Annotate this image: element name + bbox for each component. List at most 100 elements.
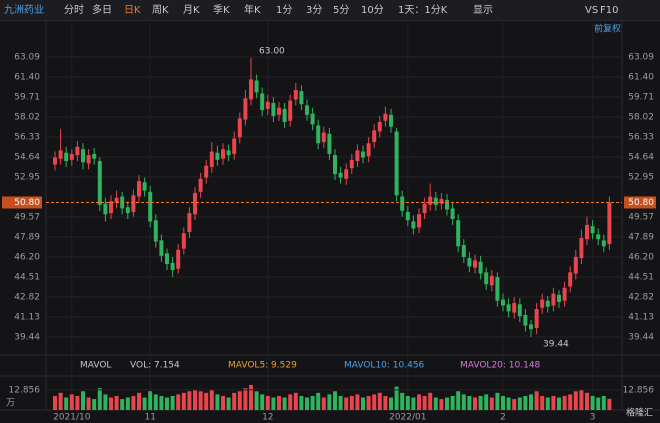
volume-bar: [450, 395, 455, 410]
toolbar-item[interactable]: 周K: [152, 4, 169, 16]
candle-body: [193, 193, 197, 215]
candle-body: [540, 299, 545, 308]
candle-body: [153, 220, 158, 242]
volume-bar: [97, 388, 102, 410]
candle-body: [103, 203, 108, 215]
volume-bar: [114, 395, 119, 410]
toolbar-item[interactable]: 月K: [183, 4, 200, 16]
candle-body: [316, 125, 321, 144]
volume-bar: [293, 392, 298, 410]
vol-tick-label: 12.856: [9, 385, 41, 395]
stock-name[interactable]: 九洲药业: [4, 4, 44, 16]
volume-bar: [109, 397, 113, 410]
candle-body: [75, 146, 80, 156]
volume-bar: [389, 397, 393, 410]
indicator-label[interactable]: MAVOL: [80, 361, 111, 371]
volume-bar: [271, 397, 276, 410]
volume-bar: [568, 394, 573, 410]
candle-body: [473, 260, 477, 268]
volume-bar: [417, 394, 421, 410]
candle-body: [254, 80, 259, 93]
volume-bar: [394, 386, 399, 410]
volume-bar: [153, 394, 158, 410]
candle-body: [209, 151, 214, 167]
volume-bar: [377, 392, 382, 410]
y-tick-label: 58.02: [628, 112, 654, 122]
volume-bar: [92, 399, 97, 410]
volume-bar: [529, 394, 533, 410]
candle-body: [232, 138, 237, 154]
volume-bar: [585, 392, 589, 410]
volume-bar: [579, 389, 584, 410]
candle-body: [176, 249, 181, 269]
toolbar-item[interactable]: 1天：1分K: [398, 4, 448, 16]
candle-body: [428, 196, 433, 205]
y-tick-label: 63.09: [14, 52, 40, 62]
toolbar-item[interactable]: 季K: [213, 4, 230, 16]
volume-bar: [288, 394, 293, 410]
volume-bar: [148, 391, 153, 410]
candle-body: [478, 261, 483, 274]
toolbar-item[interactable]: 日K: [124, 5, 141, 16]
volume-bar: [142, 397, 147, 410]
volume-bar: [198, 391, 203, 410]
toolbar-item[interactable]: 分时: [64, 4, 84, 16]
volume-bar: [232, 392, 237, 410]
toolbar-item[interactable]: VS: [585, 5, 598, 16]
candle-body: [551, 293, 556, 306]
toolbar-item[interactable]: 3分: [306, 4, 322, 16]
candle-body: [305, 105, 309, 115]
volume-bar: [299, 395, 304, 410]
candle-body: [64, 152, 69, 162]
volume-bar: [226, 397, 231, 410]
candle-body: [422, 203, 427, 214]
volume-bar: [512, 399, 517, 410]
y-tick-label: 47.89: [628, 232, 654, 242]
candle-body: [243, 98, 248, 120]
y-tick-label: 61.40: [628, 72, 654, 82]
y-tick-label: 61.40: [14, 72, 40, 82]
toolbar-item[interactable]: 1分: [276, 4, 292, 16]
adjust-label[interactable]: 前复权: [594, 23, 621, 35]
volume-bar: [176, 394, 181, 410]
candle-body: [579, 237, 584, 259]
toolbar-item[interactable]: 显示: [473, 4, 493, 16]
volume-bar: [209, 389, 214, 410]
candle-body: [534, 309, 539, 328]
y-tick-label: 59.71: [14, 92, 40, 102]
candle-body: [557, 294, 561, 302]
volume-bar: [428, 392, 433, 410]
candle-body: [333, 155, 337, 175]
volume-bar: [366, 395, 371, 410]
candle-body: [69, 153, 74, 160]
candle-body: [181, 233, 186, 249]
volume-bar: [540, 395, 545, 410]
volume-bar: [461, 394, 466, 410]
y-tick-label: 52.95: [628, 173, 654, 183]
x-tick-label: 12: [262, 413, 273, 423]
volume-bar: [310, 395, 315, 410]
y-tick-label: 47.89: [14, 232, 40, 242]
toolbar-item[interactable]: 多日: [92, 3, 112, 16]
candle-body: [411, 221, 416, 229]
volume-bar: [439, 399, 444, 410]
toolbar-item[interactable]: 5分: [333, 4, 349, 16]
toolbar-item[interactable]: 10分: [361, 4, 384, 16]
candle-body: [142, 182, 147, 191]
toolbar-item[interactable]: F10: [600, 5, 618, 16]
candle-body: [573, 256, 578, 274]
candle-body: [321, 132, 326, 143]
candle-body: [170, 262, 175, 270]
candle-body: [501, 299, 505, 306]
volume-bar: [221, 395, 225, 410]
volume-bar: [534, 391, 539, 410]
volume-bar: [355, 394, 360, 410]
volume-bar: [405, 395, 410, 410]
volume-bar: [58, 392, 63, 410]
volume-bar: [277, 395, 281, 410]
y-tick-label: 56.33: [14, 132, 40, 142]
candle-body: [288, 100, 293, 121]
volume-bar: [596, 397, 601, 410]
toolbar-item[interactable]: 年K: [244, 3, 261, 16]
